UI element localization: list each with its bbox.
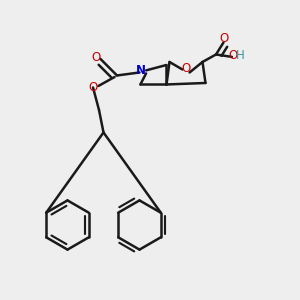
Text: O: O [88, 81, 98, 94]
Text: O: O [220, 32, 229, 45]
Text: O: O [182, 62, 190, 75]
Text: O: O [228, 50, 237, 62]
Text: H: H [236, 50, 245, 62]
Text: N: N [136, 64, 146, 77]
Text: O: O [92, 51, 100, 64]
